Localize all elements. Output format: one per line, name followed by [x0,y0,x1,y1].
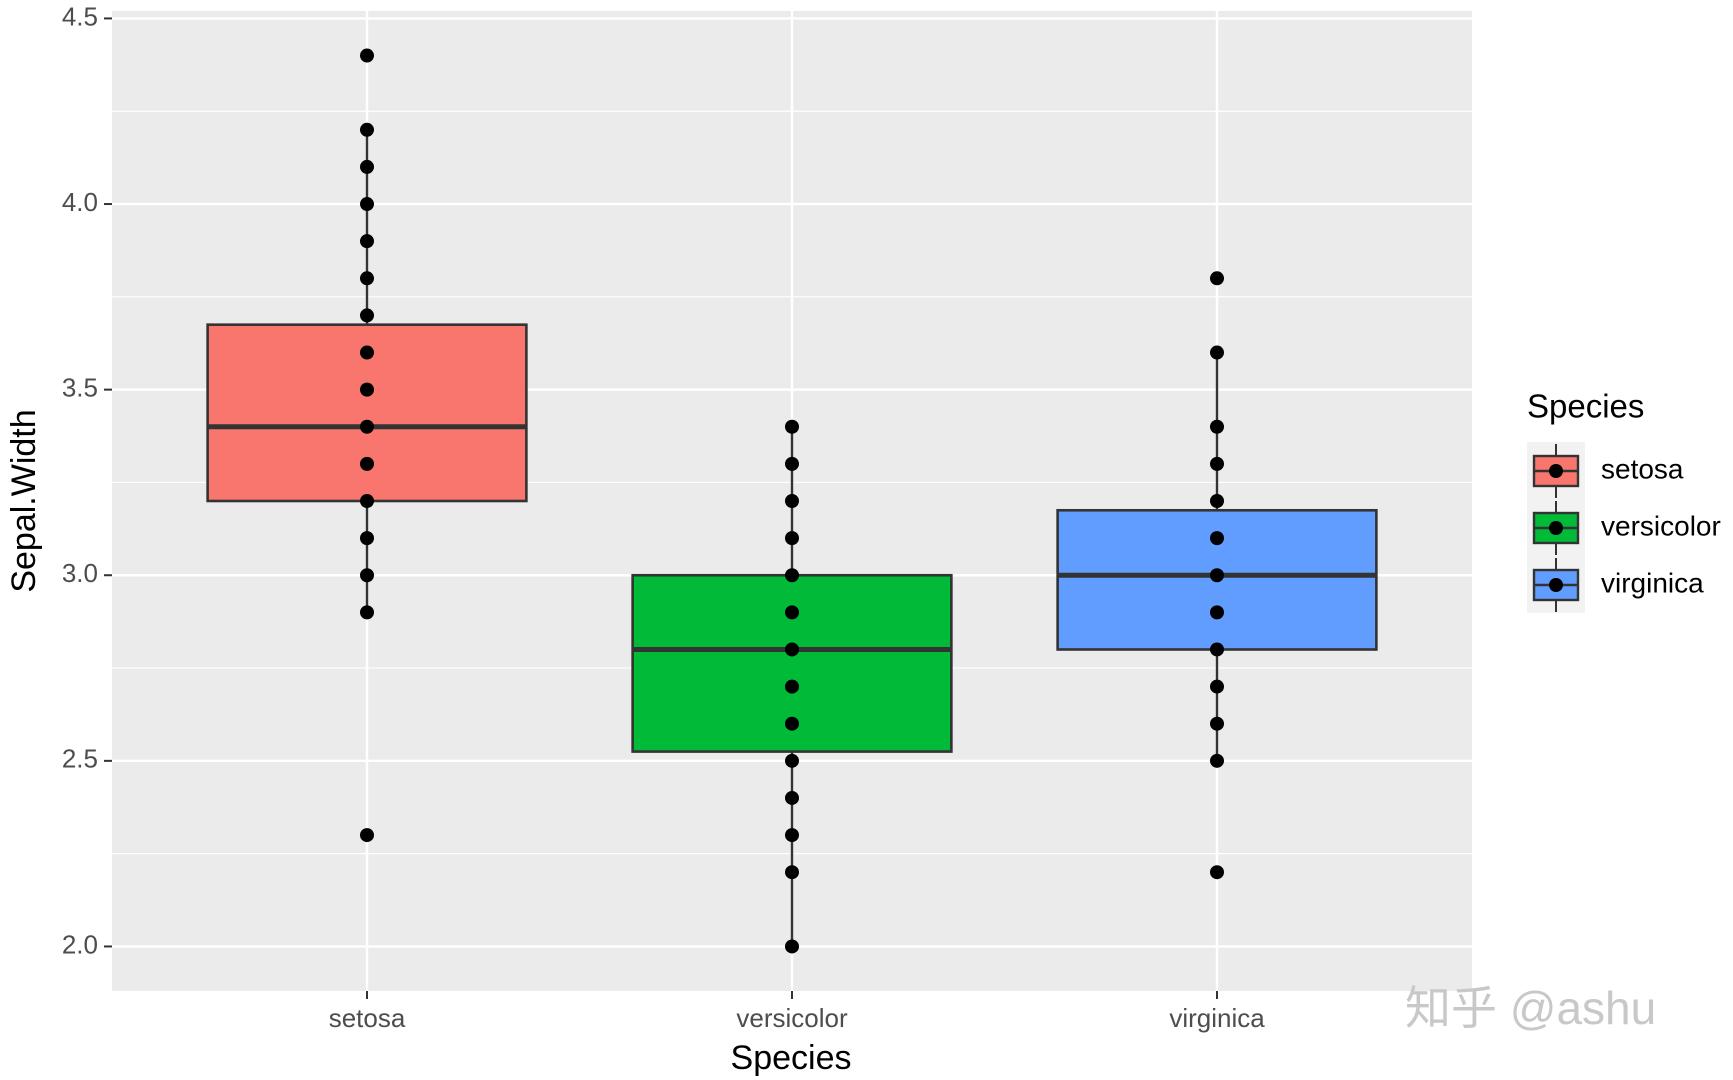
point [360,494,374,508]
legend-key-point [1549,578,1563,592]
legend-label: versicolor [1601,510,1721,541]
point [785,605,799,620]
y-tick-label: 3.0 [62,558,98,588]
point [785,753,799,768]
point [360,345,374,360]
point [360,308,374,323]
point [360,828,374,843]
point [360,48,374,63]
y-tick-label: 3.5 [62,373,98,403]
point [785,568,799,583]
watermark: 知乎 @ashu [1405,982,1656,1034]
point [360,568,374,583]
point [785,828,799,843]
point [785,939,799,954]
point [1210,531,1224,546]
point [1210,865,1224,880]
point [360,159,374,174]
x-axis-title: Species [731,1039,852,1077]
point [1210,679,1224,694]
point [1210,642,1224,657]
point [785,716,799,731]
legend-key-point [1549,521,1563,535]
legend-label: virginica [1601,567,1704,598]
point [785,679,799,694]
x-tick-label: versicolor [736,1003,848,1033]
x-tick-label: virginica [1169,1003,1265,1033]
y-tick-label: 2.0 [62,929,98,959]
point [785,790,799,805]
point [785,531,799,546]
legend-key-point [1549,464,1563,478]
point [785,642,799,657]
point [360,122,374,137]
point [1210,271,1224,286]
point [1210,419,1224,434]
y-tick-label: 2.5 [62,744,98,774]
point [785,456,799,471]
point [1210,605,1224,620]
y-tick-label: 4.0 [62,187,98,217]
y-tick-label: 4.5 [62,1,98,31]
point [360,271,374,286]
point [360,382,374,397]
point [1210,456,1224,471]
legend-title: Species [1527,388,1644,425]
point [1210,568,1224,583]
point [785,865,799,880]
y-axis-title: Sepal.Width [5,409,43,592]
point [360,531,374,546]
point [360,234,374,249]
legend-label: setosa [1601,453,1684,484]
point [1210,345,1224,360]
point [360,419,374,434]
x-tick-label: setosa [329,1003,406,1033]
point [785,494,799,508]
point [360,456,374,471]
point [1210,753,1224,768]
point [360,605,374,620]
point [1210,494,1224,508]
point [360,197,374,212]
point [1210,716,1224,731]
point [785,419,799,434]
